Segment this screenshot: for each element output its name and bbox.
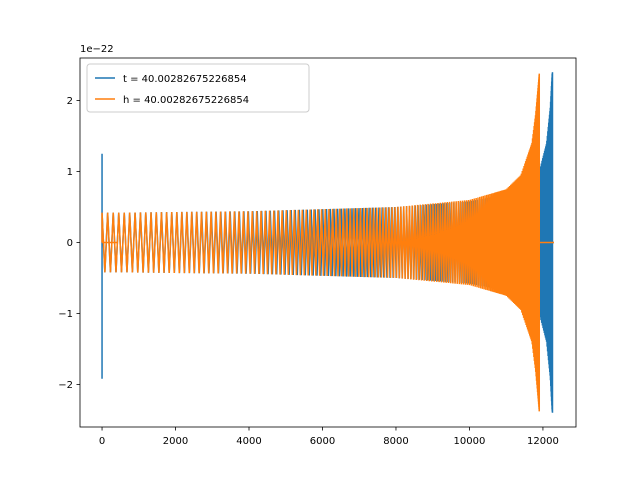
legend: t = 40.00282675226854 h = 40.002826752268… bbox=[86, 63, 310, 113]
y-tick-label: −2 bbox=[58, 380, 73, 391]
y-tick-label: 0 bbox=[67, 238, 73, 249]
y-tick-label: 1 bbox=[67, 167, 73, 178]
y-tick-label: −1 bbox=[58, 309, 73, 320]
x-tick-label: 0 bbox=[99, 436, 105, 447]
x-tick-label: 6000 bbox=[310, 436, 335, 447]
legend-label: h = 40.00282675226854 bbox=[123, 95, 249, 106]
x-tick-label: 2000 bbox=[163, 436, 188, 447]
series-layer bbox=[101, 72, 554, 413]
y-tick-label: 2 bbox=[67, 96, 73, 107]
x-tick-label: 10000 bbox=[454, 436, 486, 447]
y-axis: −2 −1 0 1 2 bbox=[58, 96, 80, 391]
x-tick-label: 4000 bbox=[236, 436, 261, 447]
x-tick-label: 8000 bbox=[383, 436, 408, 447]
legend-box bbox=[86, 63, 310, 113]
series-line-1 bbox=[101, 73, 554, 412]
x-axis: 0 2000 4000 6000 8000 10000 12000 bbox=[99, 427, 559, 447]
x-tick-label: 12000 bbox=[527, 436, 559, 447]
y-offset-label: 1e−22 bbox=[80, 44, 114, 55]
legend-label: t = 40.00282675226854 bbox=[123, 74, 247, 85]
